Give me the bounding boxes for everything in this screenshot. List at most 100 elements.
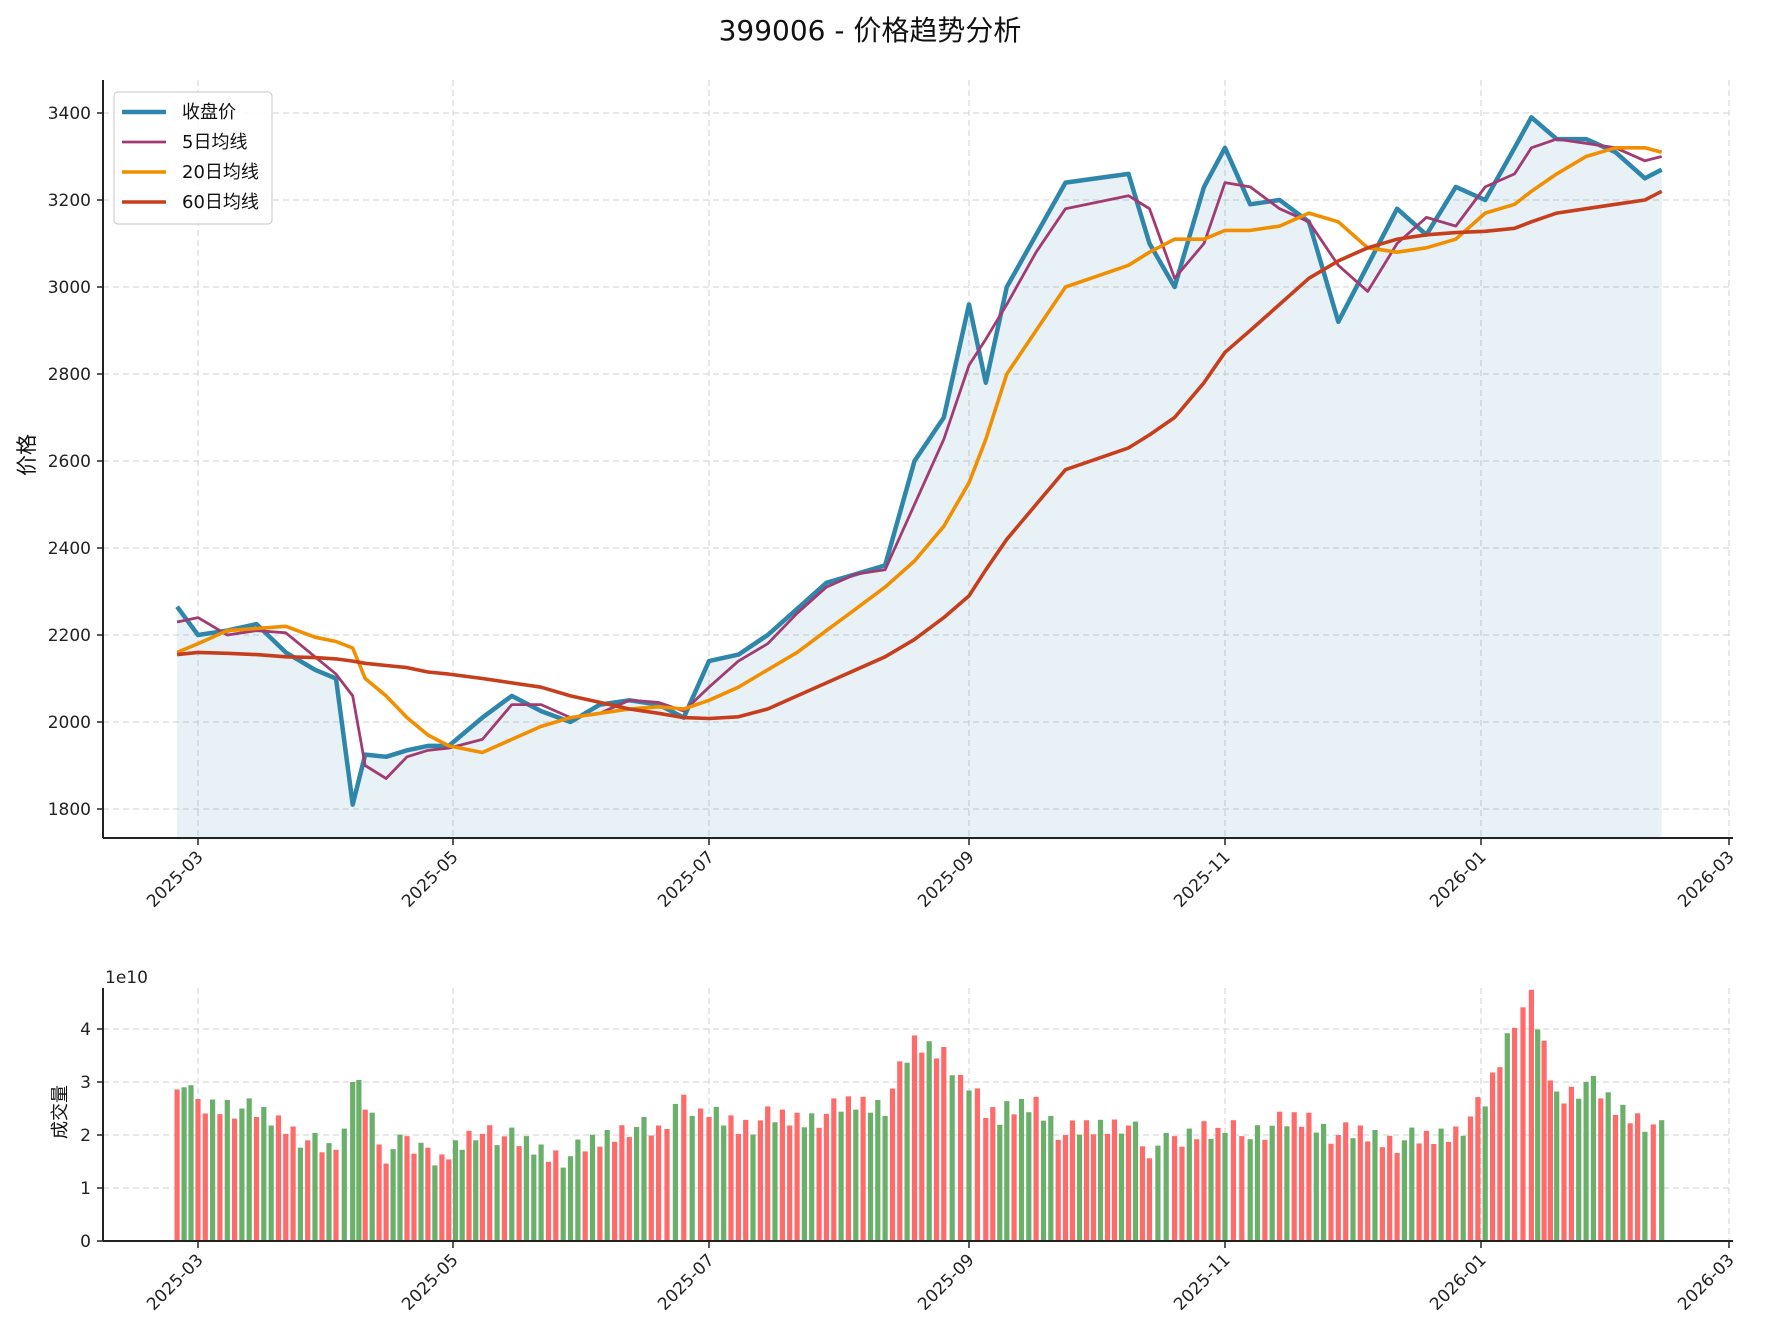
volume-bar — [853, 1109, 859, 1241]
volume-bar — [875, 1100, 881, 1241]
x-tick-label: 2026-03 — [1674, 1250, 1738, 1314]
x-tick-label: 2025-07 — [654, 1250, 718, 1314]
volume-bar — [1139, 1146, 1146, 1241]
x-tick-label: 2025-05 — [398, 1250, 462, 1314]
volume-bar — [253, 1117, 260, 1241]
volume-bar — [1076, 1134, 1083, 1241]
x-tick-label: 2026-01 — [1426, 1250, 1490, 1314]
legend-label: 60日均线 — [182, 192, 259, 213]
volume-bar — [1062, 1135, 1069, 1241]
volume-bar — [319, 1152, 325, 1241]
price-lines — [175, 115, 1663, 807]
volume-bar — [1090, 1134, 1097, 1241]
volume-bar — [1040, 1120, 1047, 1241]
volume-bar — [1222, 1132, 1228, 1241]
volume-bar — [949, 1075, 955, 1241]
y-tick-label: 1800 — [48, 800, 91, 820]
volume-bar — [882, 1115, 888, 1241]
volume-bar — [1467, 1116, 1474, 1241]
legend-label: 5日均线 — [182, 132, 247, 153]
volume-bar — [1284, 1126, 1290, 1241]
volume-bar — [1277, 1111, 1283, 1241]
volume-bar — [1172, 1136, 1178, 1241]
volume-bar — [1627, 1123, 1633, 1241]
volume-bar — [305, 1140, 311, 1241]
volume-bar — [648, 1135, 654, 1241]
volume-bar — [224, 1100, 230, 1241]
close-price-line — [175, 115, 1663, 807]
volume-bar — [1313, 1132, 1319, 1241]
volume-bar — [356, 1079, 362, 1241]
y-tick-label: 2 — [80, 1126, 91, 1146]
volume-bar — [312, 1132, 318, 1241]
volume-bar — [1535, 1029, 1541, 1241]
volume-bar — [597, 1146, 603, 1241]
volume-bar — [202, 1113, 208, 1241]
ma20-line — [176, 146, 1663, 755]
volume-bar — [350, 1082, 356, 1241]
volume-bar — [1125, 1125, 1132, 1241]
volume-bar — [290, 1126, 296, 1241]
volume-bar — [217, 1114, 223, 1241]
volume-bar — [689, 1115, 695, 1241]
volume-bar — [860, 1096, 866, 1241]
volume-bar — [404, 1136, 410, 1241]
volume-bar — [743, 1119, 749, 1241]
ma5-line — [176, 137, 1663, 780]
volume-bar — [188, 1085, 194, 1241]
volume-bar — [239, 1108, 245, 1241]
volume-bar — [1576, 1098, 1582, 1241]
volume-bar — [376, 1144, 382, 1241]
volume-bar — [1497, 1067, 1503, 1241]
volume-bar — [1568, 1086, 1574, 1241]
volume-bar — [582, 1151, 588, 1241]
volume-bar — [501, 1136, 507, 1241]
volume-bar — [816, 1127, 822, 1241]
volume-bar — [1146, 1158, 1153, 1241]
close-price-fill — [177, 117, 1662, 840]
volume-bar — [1620, 1104, 1626, 1241]
volume-bar — [261, 1106, 267, 1241]
volume-bar — [966, 1090, 972, 1241]
x-tick-label: 2025-09 — [914, 847, 978, 911]
volume-bar — [1423, 1130, 1429, 1241]
volume-bar — [1475, 1097, 1481, 1241]
volume-bar — [1438, 1128, 1444, 1241]
x-tick-label: 2025-03 — [143, 1250, 207, 1314]
volume-bar — [1528, 989, 1534, 1241]
volume-bar — [698, 1108, 704, 1241]
volume-bar — [473, 1140, 479, 1241]
volume-bar — [958, 1074, 964, 1241]
volume-bar — [369, 1112, 375, 1241]
volume-bar — [1155, 1145, 1161, 1241]
ma60-line — [176, 189, 1663, 721]
volume-bar — [452, 1140, 459, 1241]
volume-bar — [1230, 1120, 1236, 1241]
chart-title: 399006 - 价格趋势分析 — [719, 14, 1022, 47]
volume-bar — [362, 1109, 368, 1241]
y-tick-label: 2600 — [48, 452, 91, 472]
volume-bar — [1083, 1120, 1090, 1241]
volume-bar — [1026, 1112, 1032, 1241]
volume-bar — [1269, 1125, 1275, 1241]
volume-bar — [553, 1150, 559, 1241]
volume-bar — [713, 1106, 719, 1241]
volume-bar — [1605, 1092, 1611, 1241]
volume-bar — [706, 1117, 712, 1241]
volume-bar — [933, 1058, 940, 1241]
volume-y-axis-label: 成交量 — [50, 1085, 71, 1139]
volume-bar — [1097, 1119, 1104, 1241]
volume-bar — [765, 1106, 771, 1241]
volume-bar — [1460, 1135, 1466, 1241]
volume-bar — [641, 1117, 647, 1241]
volume-bar — [275, 1115, 282, 1241]
volume-bar — [941, 1047, 947, 1241]
volume-bar — [1118, 1133, 1125, 1241]
y-tick-label: 2000 — [48, 713, 91, 733]
y-tick-label: 3 — [80, 1073, 91, 1093]
volume-bar — [181, 1087, 187, 1241]
volume-bar — [728, 1115, 734, 1241]
volume-bar — [809, 1113, 815, 1241]
x-tick-label: 2025-07 — [654, 847, 718, 911]
